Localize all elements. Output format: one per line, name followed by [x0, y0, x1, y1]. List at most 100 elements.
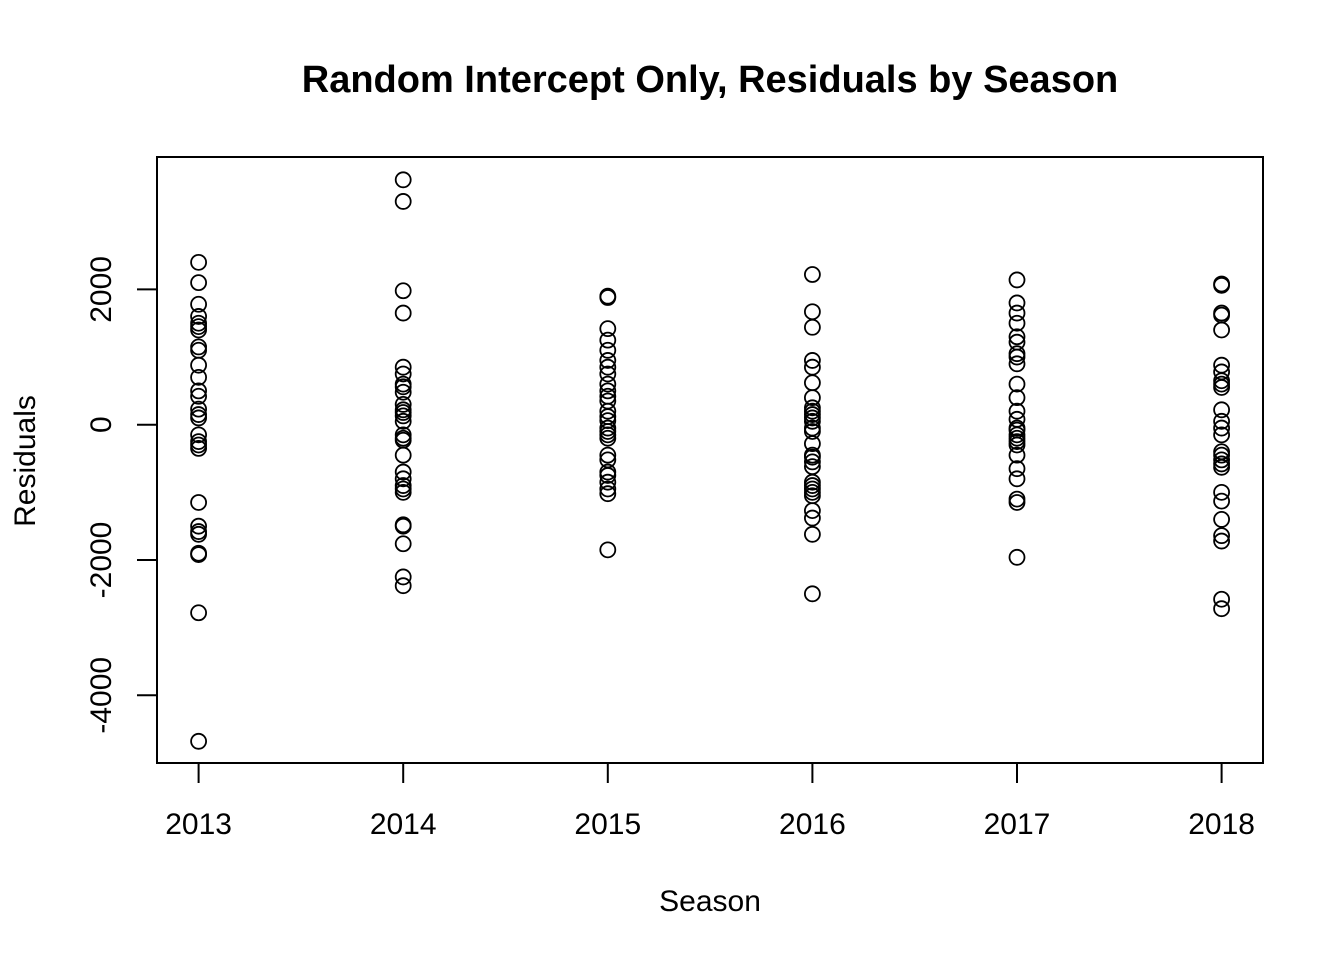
data-point: [599, 365, 617, 383]
data-point: [804, 352, 821, 369]
data-point: [804, 509, 821, 527]
data-point: [804, 585, 821, 603]
data-point: [804, 423, 821, 440]
data-point: [804, 448, 821, 466]
data-point: [190, 732, 208, 750]
data-point: [599, 358, 617, 376]
data-point: [1213, 483, 1230, 501]
data-point: [190, 400, 208, 418]
data-point: [394, 568, 412, 586]
data-point: [190, 308, 208, 325]
data-point: [1008, 494, 1026, 511]
data-point: [599, 375, 617, 393]
data-point: [1008, 271, 1026, 289]
data-point: [190, 604, 208, 622]
y-axis-label: Residuals: [9, 395, 42, 527]
y-tick-label: -4000: [85, 657, 118, 734]
data-point: [190, 338, 208, 356]
data-point: [1008, 314, 1026, 332]
data-point: [804, 412, 821, 430]
data-point: [394, 483, 412, 501]
data-point: [190, 517, 208, 535]
data-point: [804, 525, 821, 543]
x-tick-label: 2013: [165, 808, 232, 841]
data-point: [1008, 348, 1026, 366]
data-point: [190, 253, 208, 271]
data-point: [1213, 321, 1230, 339]
data-point: [599, 467, 617, 484]
y-tick-label: 2000: [85, 256, 118, 323]
data-point: [599, 480, 617, 498]
data-point: [190, 274, 208, 292]
y-axis: -4000 -2000 0 2000: [85, 256, 158, 734]
data-point: [190, 341, 208, 359]
data-point: [1008, 294, 1026, 312]
data-point: [190, 318, 208, 336]
data-point: [394, 470, 412, 488]
data-point: [599, 429, 617, 447]
y-tick-label: 0: [85, 416, 118, 433]
data-point: [599, 541, 617, 559]
data-point: [1213, 590, 1230, 608]
data-point: [599, 331, 617, 349]
data-point: [1213, 492, 1230, 510]
data-point: [394, 193, 412, 210]
x-axis-label: Season: [659, 885, 761, 918]
data-point: [394, 446, 412, 464]
data-point: [394, 535, 412, 553]
data-point: [1213, 401, 1230, 419]
data-point: [394, 358, 412, 376]
data-point: [190, 436, 208, 454]
data-point: [804, 453, 821, 471]
data-point: [190, 382, 208, 400]
data-point: [394, 517, 412, 535]
data-point: [599, 485, 617, 503]
data-point: [1213, 426, 1230, 444]
x-tick-label: 2018: [1188, 808, 1255, 841]
data-point: [1008, 470, 1026, 488]
data-point: [599, 352, 617, 369]
data-point: [1213, 600, 1230, 618]
data-point: [1008, 328, 1026, 346]
data-point: [599, 446, 617, 464]
data-point: [1213, 276, 1230, 294]
data-point: [1213, 532, 1230, 550]
data-point: [394, 304, 412, 322]
data-point: [599, 402, 617, 420]
data-point: [190, 409, 208, 427]
data-point: [394, 577, 412, 595]
x-tick-label: 2015: [574, 808, 641, 841]
data-point: [804, 266, 821, 283]
data-point: [804, 303, 821, 321]
data-point: [599, 473, 617, 491]
data-point: [1213, 511, 1230, 528]
chart-title: Random Intercept Only, Residuals by Seas…: [302, 59, 1119, 101]
data-point: [394, 383, 412, 401]
data-point: [190, 426, 208, 444]
data-point: [1213, 451, 1230, 469]
data-point: [190, 368, 208, 386]
data-point: [190, 525, 208, 543]
data-point: [599, 320, 617, 338]
data-point: [1008, 548, 1026, 566]
data-point: [394, 396, 412, 413]
data-point: [190, 546, 208, 563]
x-tick-label: 2016: [779, 808, 846, 841]
data-point: [190, 439, 208, 457]
data-point: [1213, 458, 1230, 476]
data-point: [599, 382, 617, 400]
data-point: [394, 463, 412, 481]
data-point: [1008, 355, 1026, 373]
data-point: [804, 389, 821, 407]
data-point: [1213, 446, 1230, 464]
y-tick-label: -2000: [85, 522, 118, 599]
data-point: [394, 282, 412, 300]
data-point: [804, 318, 821, 336]
data-point: [1008, 460, 1026, 478]
data-point: [1008, 490, 1026, 508]
data-point: [1213, 412, 1230, 430]
x-axis: 2013 2014 2015 2016 2017 2018: [165, 762, 1255, 841]
data-point: [190, 295, 208, 313]
data-point: [394, 378, 412, 396]
